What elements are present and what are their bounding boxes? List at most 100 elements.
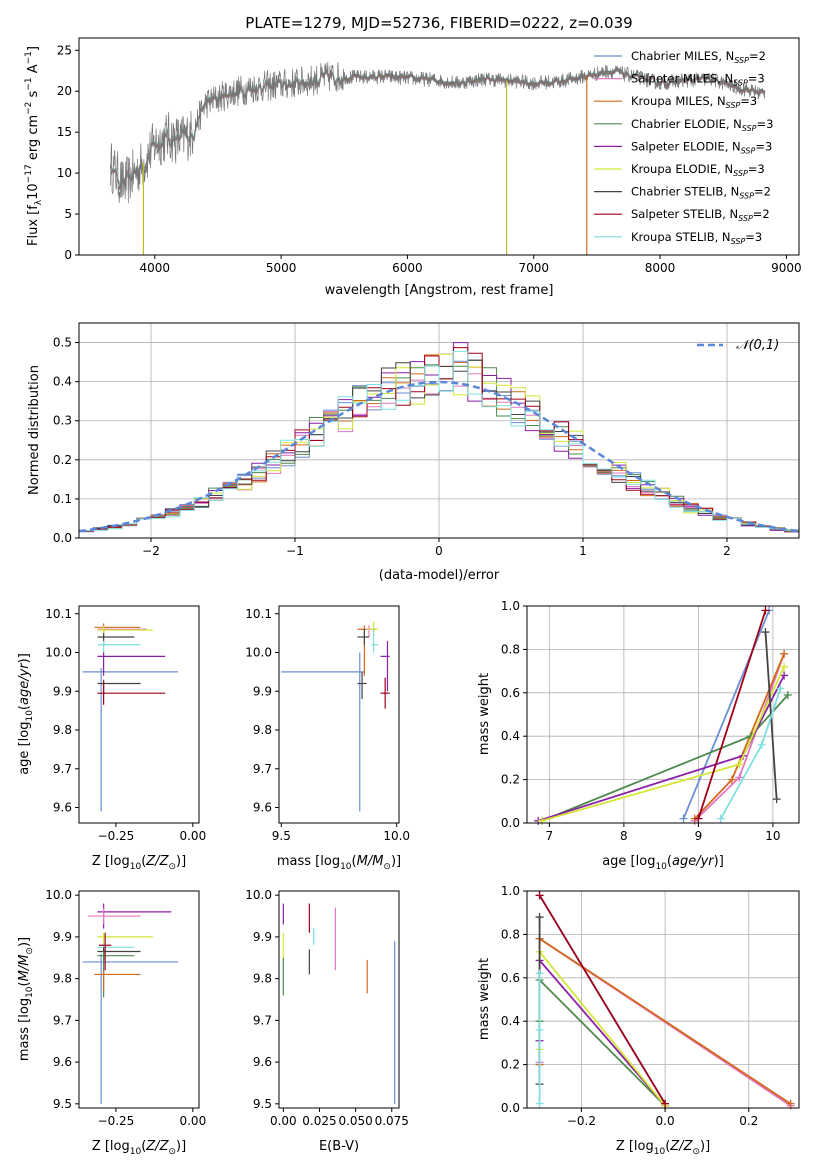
x-tick-label: 9000 [771, 261, 802, 275]
x-tick-label: 8000 [645, 261, 676, 275]
y-tick-label: 0.0 [501, 1101, 520, 1115]
weight-z-frame [526, 890, 800, 1109]
weight-marker-7 [694, 814, 703, 823]
weight-marker-8 [776, 684, 785, 693]
y-tick-label: 10.1 [245, 607, 272, 621]
weight-marker-7 [535, 891, 544, 900]
y-tick-label: 0.0 [53, 531, 72, 545]
x-tick-label: 9.5 [272, 829, 291, 843]
weight-marker-5 [735, 760, 744, 769]
x-tick-label: −1 [286, 544, 304, 558]
weight-age-panel: 7 8 9 10 0.0 0.2 0.4 0.6 0.8 1.0 age [log10(age/y… [477, 599, 800, 872]
weight-age-xlabel: age [log10(age/yr)] [602, 854, 724, 872]
observed-spectrum-line [110, 61, 766, 204]
x-tick-label: −0.25 [98, 1114, 135, 1128]
age-mass-frame [278, 605, 400, 824]
y-tick-label: 9.5 [53, 1097, 72, 1111]
y-tick-label: 0.1 [53, 492, 72, 506]
spectrum-ylabel: Flux [fλ10−17 erg cm−2 s−1 A−1] [24, 46, 44, 246]
y-tick-label: 9.7 [53, 1013, 72, 1027]
mass-ebv-plot-area [282, 903, 396, 1104]
weight-marker-7 [661, 1099, 670, 1108]
normal-legend-label: 𝒩(0,1) [736, 338, 779, 353]
weight-marker-3 [783, 690, 792, 699]
y-tick-label: 9.6 [53, 1055, 72, 1069]
age-z-panel: −0.25 0.00 9.6 9.7 9.8 9.9 10.0 10.1 Z [log10(Z… [17, 605, 206, 872]
y-tick-label: 5 [64, 207, 72, 221]
y-tick-label: 9.8 [53, 972, 72, 986]
x-tick-label: 0.0 [656, 1114, 675, 1128]
y-tick-label: 0.3 [53, 414, 72, 428]
age-z-plot-area [82, 623, 179, 812]
weight-marker-7 [761, 606, 770, 615]
y-tick-label: 0.5 [53, 336, 72, 350]
spectrum-title: PLATE=1279, MJD=52736, FIBERID=0222, z=0… [245, 14, 632, 32]
y-tick-label: 0.4 [501, 729, 520, 743]
x-tick-label: 0.2 [739, 1114, 758, 1128]
weight-marker-8 [535, 1099, 544, 1108]
weight-age-ylabel: mass weight [477, 673, 492, 755]
y-tick-label: 10.0 [45, 646, 72, 660]
x-tick-label: 9 [695, 829, 703, 843]
x-tick-label: −2 [142, 544, 160, 558]
weight-marker-8 [716, 814, 725, 823]
weight-z-ylabel: mass weight [477, 958, 492, 1040]
mass-z-ticks: −0.25 0.00 9.5 9.6 9.7 9.8 9.9 10.0 [45, 888, 206, 1128]
spectrum-frame [78, 37, 800, 256]
mass-z-plot-area [82, 903, 179, 1104]
mass-ebv-ticks: 0.00 0.025 0.050 0.075 9.5 9.6 9.7 9.8 9.9 10.0 [245, 888, 409, 1128]
x-tick-label: 0.050 [338, 1114, 372, 1128]
residual-panel: −2 −1 0 1 2 0.0 0.1 0.2 0.3 0.4 0.5 (data-model)/e… [27, 322, 800, 583]
y-tick-label: 10 [57, 166, 72, 180]
y-tick-label: 9.6 [253, 1055, 272, 1069]
weight-marker-6 [535, 913, 544, 922]
mass-z-panel: −0.25 0.00 9.5 9.6 9.7 9.8 9.9 10.0 Z [log10(Z/… [17, 888, 206, 1157]
x-tick-label: 7 [546, 829, 554, 843]
weight-z-xlabel: Z [log10(Z/Z⊙)] [616, 1139, 710, 1157]
y-tick-label: 0.2 [501, 1058, 520, 1072]
mass-ebv-panel: 0.00 0.025 0.050 0.075 9.5 9.6 9.7 9.8 9.9 10.0 E… [245, 888, 409, 1154]
y-tick-label: 9.8 [253, 972, 272, 986]
legend-label-8: Kroupa STELIB, NSSP=3 [631, 230, 762, 246]
y-tick-label: 0.0 [501, 816, 520, 830]
x-tick-label: −0.25 [98, 829, 135, 843]
legend-label-0: Chabrier MILES, NSSP=2 [631, 49, 766, 65]
spectrum-ticks: 4000 5000 6000 7000 8000 9000 0 5 10 15 20 25 [57, 43, 802, 275]
legend-label-1: Salpeter MILES, NSSP=3 [631, 72, 765, 88]
weight-marker-6 [772, 795, 781, 804]
y-tick-label: 20 [57, 84, 72, 98]
residual-xlabel: (data-model)/error [379, 568, 500, 583]
mass-z-frame [78, 890, 200, 1109]
weight-z-panel: −0.2 0.0 0.2 0.0 0.2 0.4 0.6 0.8 1.0 Z [log10(Z/… [477, 884, 800, 1157]
y-tick-label: 9.9 [253, 930, 272, 944]
x-tick-label: 7000 [518, 261, 549, 275]
y-tick-label: 9.6 [53, 801, 72, 815]
mass-z-xlabel: Z [log10(Z/Z⊙)] [92, 1139, 186, 1157]
y-tick-label: 9.8 [53, 723, 72, 737]
y-tick-label: 25 [57, 43, 72, 57]
x-tick-label: 8 [620, 829, 628, 843]
weight-marker-8 [535, 969, 544, 978]
y-tick-label: 0.4 [501, 1014, 520, 1028]
x-tick-label: 6000 [392, 261, 423, 275]
x-tick-label: 0.075 [375, 1114, 409, 1128]
y-tick-label: 0.4 [53, 375, 72, 389]
legend-label-7: Salpeter STELIB, NSSP=2 [631, 207, 770, 223]
residual-ticks: −2 −1 0 1 2 0.0 0.1 0.2 0.3 0.4 0.5 [53, 336, 731, 558]
legend-label-4: Salpeter ELODIE, NSSP=3 [631, 139, 772, 155]
weight-marker-2 [727, 775, 736, 784]
y-tick-label: 9.6 [253, 801, 272, 815]
x-tick-label: 2 [723, 544, 731, 558]
age-z-frame [78, 605, 200, 824]
x-tick-label: 5000 [266, 261, 297, 275]
x-tick-label: 10.0 [383, 829, 410, 843]
y-tick-label: 9.5 [253, 1097, 272, 1111]
legend-label-6: Chabrier STELIB, NSSP=2 [631, 185, 771, 201]
age-mass-xlabel: mass [log10(M/M⊙)] [277, 854, 401, 872]
legend-label-3: Chabrier ELODIE, NSSP=3 [631, 117, 773, 133]
residual-ylabel: Normed distribution [27, 365, 42, 495]
spectrum-plot-area [110, 61, 766, 255]
weight-marker-8 [535, 1025, 544, 1034]
y-tick-label: 0.6 [501, 686, 520, 700]
